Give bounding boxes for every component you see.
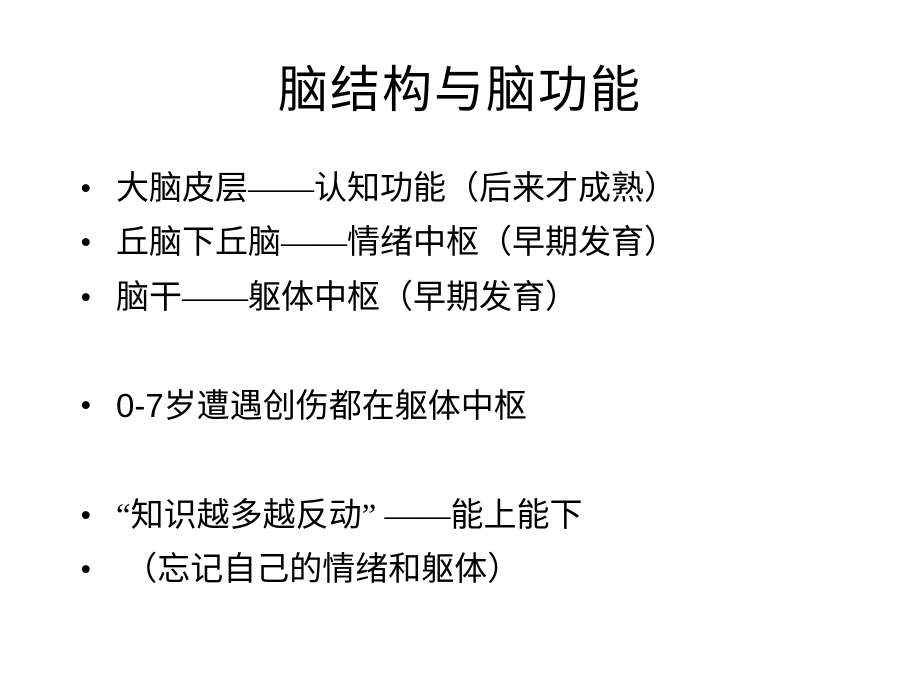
list-item: 大脑皮层——认知功能（后来才成熟） — [80, 162, 860, 216]
spacer — [60, 325, 860, 379]
slide: 脑结构与脑功能 大脑皮层——认知功能（后来才成熟） 丘脑下丘脑——情绪中枢（早期… — [0, 0, 920, 690]
list-item: “知识越多越反动” ——能上能下 — [80, 489, 860, 543]
list-item: 丘脑下丘脑——情绪中枢（早期发育） — [80, 216, 860, 270]
bullet-list: “知识越多越反动” ——能上能下 （忘记自己的情绪和躯体） — [80, 489, 860, 598]
bullet-list: 大脑皮层——认知功能（后来才成熟） 丘脑下丘脑——情绪中枢（早期发育） 脑干——… — [80, 162, 860, 325]
list-item: 0-7岁遭遇创伤都在躯体中枢 — [80, 379, 860, 434]
slide-title: 脑结构与脑功能 — [60, 50, 860, 122]
list-item: （忘记自己的情绪和躯体） — [80, 543, 860, 597]
text: 岁遭遇创伤都在躯体中枢 — [164, 389, 527, 425]
digits: 0-7 — [116, 387, 164, 424]
bullet-list: 0-7岁遭遇创伤都在躯体中枢 — [80, 379, 860, 434]
spacer — [60, 435, 860, 489]
list-item: 脑干——躯体中枢（早期发育） — [80, 271, 860, 325]
